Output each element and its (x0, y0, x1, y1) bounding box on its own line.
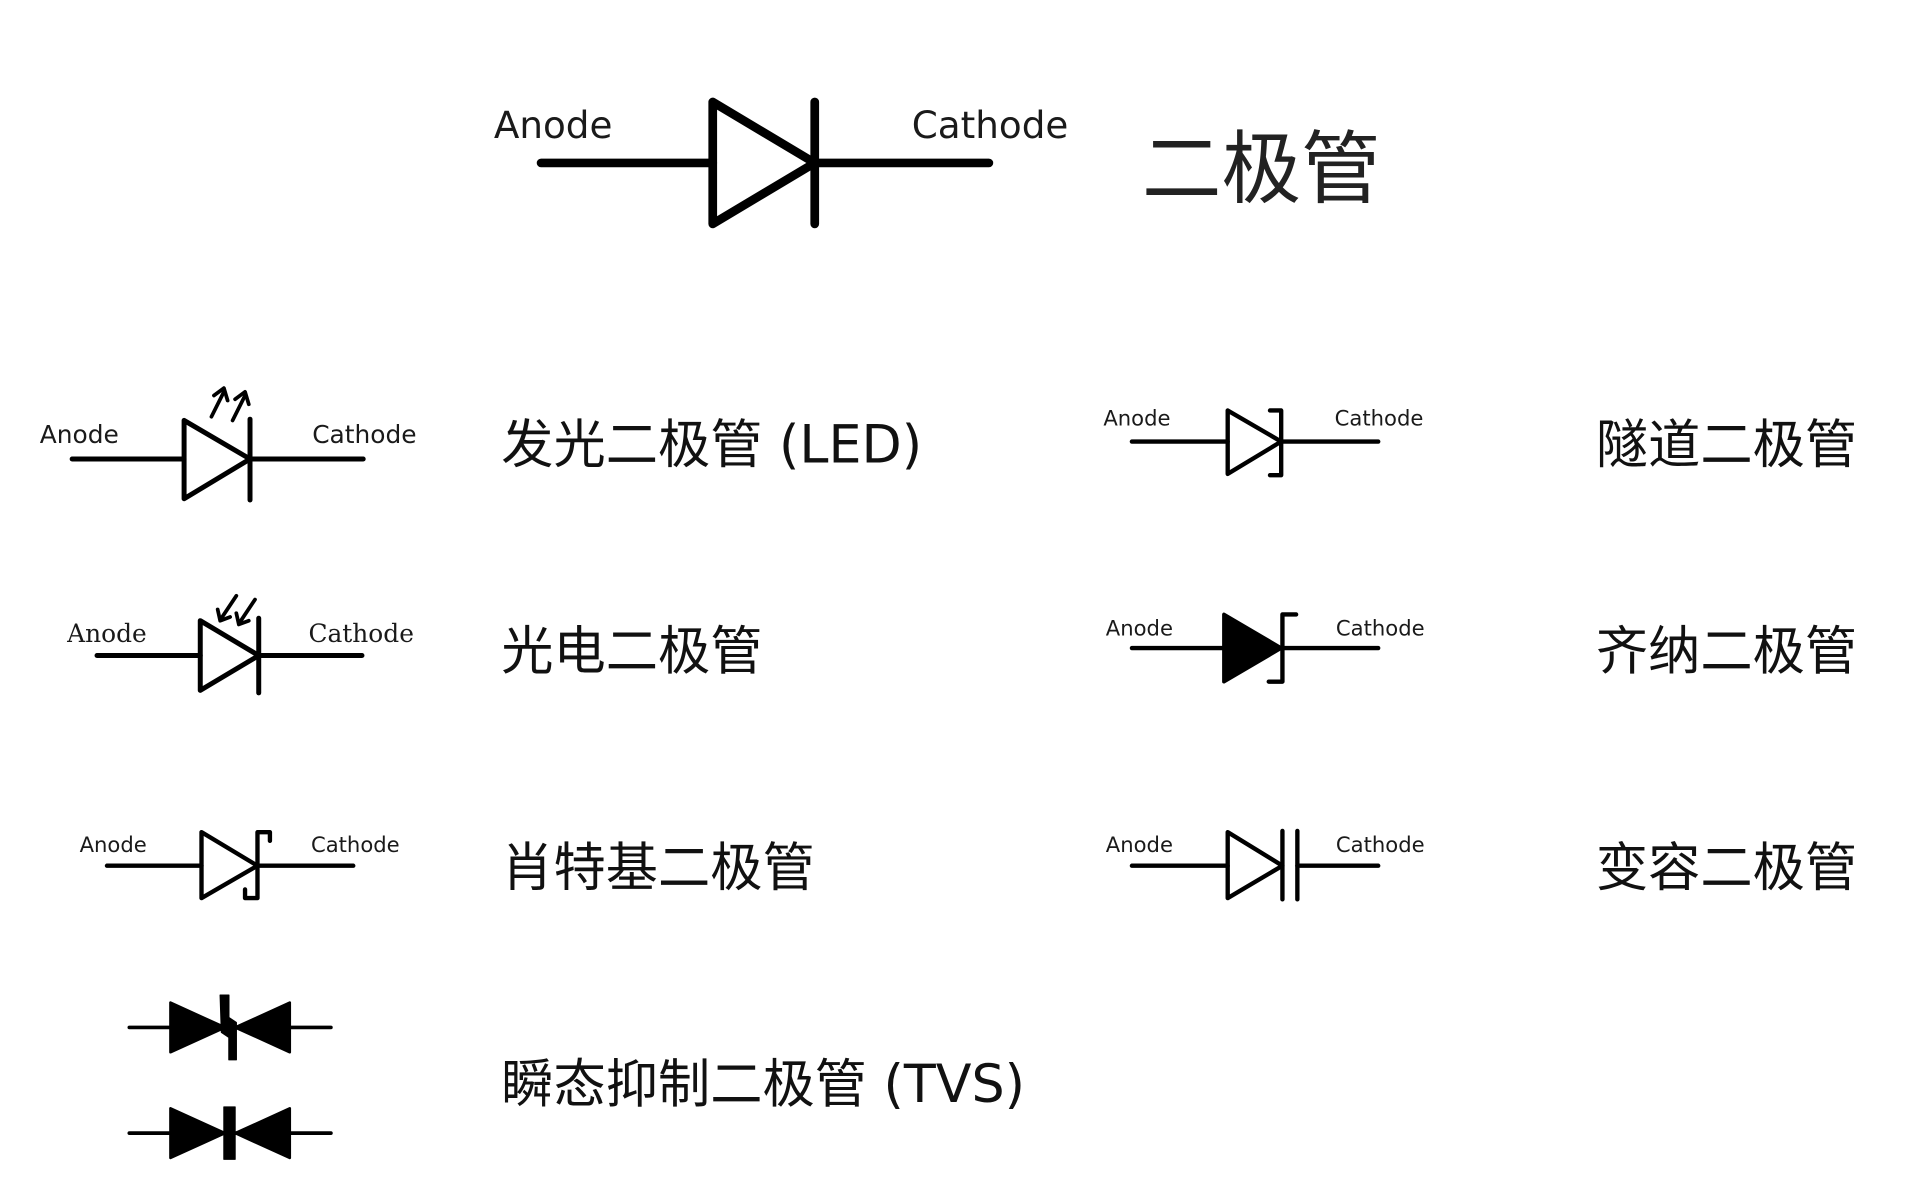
main-diode-cathode-label: Cathode (912, 103, 1069, 147)
zener-diode-entry: Anode Cathode 齐纳二极管 (1106, 612, 1857, 684)
main-diode-name: 二极管 (1142, 123, 1381, 216)
schottky-diode-cathode-label: Cathode (311, 832, 400, 857)
main-diode-symbol (536, 97, 994, 229)
zener-diode-anode-label: Anode (1106, 616, 1173, 641)
main-diode-triangle (708, 97, 820, 229)
schottky-diode-symbol (104, 829, 356, 901)
photodiode-name: 光电二极管 (501, 622, 762, 682)
photodiode-triangle (197, 618, 262, 693)
led-triangle (181, 417, 253, 502)
led-cathode-label: Cathode (312, 420, 416, 449)
zener-diode-symbol (1129, 612, 1381, 684)
zener-diode-name: 齐纳二极管 (1596, 622, 1857, 682)
schottky-diode-anode-label: Anode (80, 832, 147, 857)
tunnel-diode-name: 隧道二极管 (1596, 416, 1857, 476)
zener-diode-filled-triangle (1222, 612, 1284, 684)
led-emission-arrows-icon (209, 386, 251, 423)
tunnel-diode-triangle (1225, 408, 1284, 477)
main-diode-anode-label: Anode (494, 103, 613, 147)
led-entry: Anode Cathode 发光二极管 (LED) (40, 386, 922, 503)
varactor-diode-entry: Anode Cathode 变容二极管 (1106, 828, 1857, 902)
varactor-diode-anode-label: Anode (1106, 832, 1173, 857)
tunnel-diode-cathode-label: Cathode (1335, 405, 1424, 430)
zener-diode-cathode-label: Cathode (1336, 616, 1425, 641)
schottky-diode-name: 肖特基二极管 (501, 839, 814, 899)
varactor-diode-name: 变容二极管 (1596, 839, 1857, 899)
led-symbol (69, 386, 366, 503)
led-anode-label: Anode (40, 420, 119, 449)
photodiode-light-arrows-icon (215, 593, 257, 627)
tunnel-diode-entry: Anode Cathode 隧道二极管 (1103, 405, 1857, 478)
tvs-unidirectional-symbol (127, 1106, 333, 1160)
tunnel-diode-anode-label: Anode (1103, 405, 1170, 430)
schottky-diode-entry: Anode Cathode 肖特基二极管 (80, 829, 815, 901)
main-diode: Anode Cathode 二极管 (494, 97, 1381, 229)
schottky-diode-triangle (199, 829, 260, 901)
varactor-diode-triangle (1225, 829, 1285, 901)
photodiode-symbol (94, 593, 365, 696)
photodiode-entry: Anode Cathode 光电二极管 (66, 593, 762, 696)
varactor-diode-cathode-label: Cathode (1336, 832, 1425, 857)
tunnel-diode-symbol (1129, 408, 1381, 478)
varactor-diode-symbol (1129, 828, 1381, 902)
tvs-diode-name: 瞬态抑制二极管 (TVS) (501, 1055, 1025, 1115)
photodiode-cathode-label: Cathode (308, 619, 413, 648)
tvs-bidirectional-symbol (127, 994, 333, 1061)
photodiode-anode-label: Anode (66, 619, 147, 648)
tvs-diode-entry: 瞬态抑制二极管 (TVS) (127, 994, 1025, 1160)
led-name: 发光二极管 (LED) (501, 416, 922, 476)
